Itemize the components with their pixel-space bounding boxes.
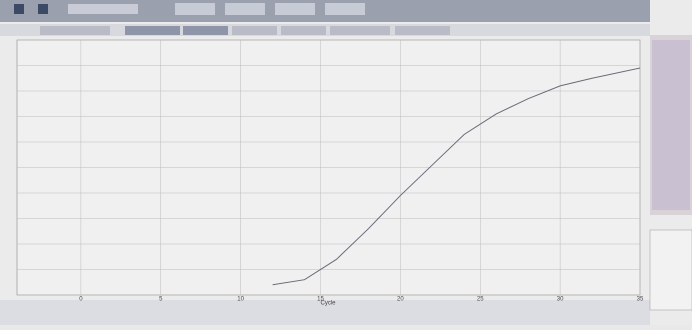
button[interactable]: [325, 3, 365, 15]
x-tick-label: 20: [397, 297, 404, 303]
x-tick-label: 25: [477, 297, 484, 303]
button[interactable]: [275, 3, 315, 15]
x-tick-label: 35: [637, 297, 644, 303]
tab[interactable]: [232, 26, 277, 35]
tab[interactable]: [281, 26, 326, 35]
icon[interactable]: [38, 4, 48, 14]
well-rows: [652, 40, 690, 210]
x-tick-label: 30: [557, 297, 564, 303]
x-tick-label: 15: [317, 297, 324, 303]
row-block[interactable]: [652, 40, 690, 210]
tab[interactable]: [395, 26, 450, 35]
tabs: [40, 26, 450, 35]
page: Cycle 05101520253035 (() => { const data…: [0, 0, 692, 325]
x-tick-label: 10: [237, 297, 244, 303]
tab[interactable]: [183, 26, 228, 35]
tab[interactable]: [40, 26, 110, 35]
tab[interactable]: [125, 26, 180, 35]
tab[interactable]: [330, 26, 390, 35]
screen: Cycle 05101520253035: [0, 0, 692, 325]
button[interactable]: [225, 3, 265, 15]
icon[interactable]: [14, 4, 24, 14]
options-panel: [650, 230, 692, 310]
button[interactable]: [175, 3, 215, 15]
button[interactable]: [68, 4, 138, 14]
